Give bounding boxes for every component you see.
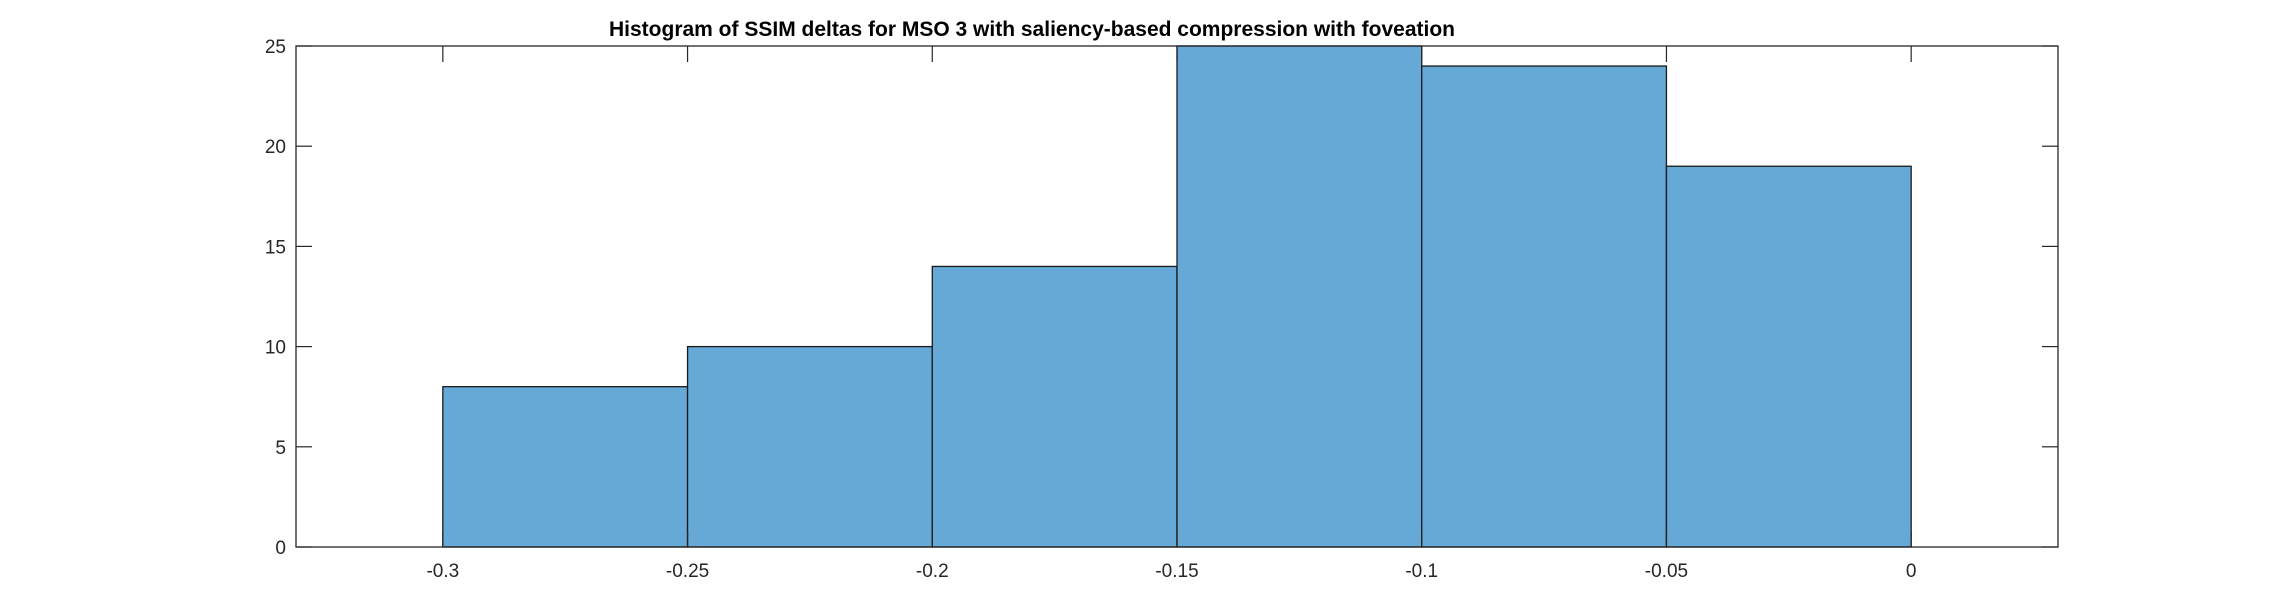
histogram-bar-6 (1665, 165, 1912, 548)
histogram-bar-4 (1176, 45, 1423, 548)
histogram-bar-1 (442, 386, 689, 548)
x-tick-label: -0.1 (1405, 561, 1438, 582)
x-tick-label: -0.05 (1645, 561, 1688, 582)
y-tick-label: 10 (265, 338, 286, 359)
x-tick-label: -0.15 (1155, 561, 1198, 582)
chart-title: Histogram of SSIM deltas for MSO 3 with … (609, 18, 1455, 41)
histogram-bar-5 (1421, 65, 1668, 548)
y-tick-label: 25 (265, 37, 286, 58)
x-tick-label: -0.2 (916, 561, 949, 582)
y-axis-ticks: 0 5 10 15 20 25 (265, 37, 2058, 559)
y-tick-label: 0 (275, 538, 286, 559)
histogram-bars (442, 45, 1912, 548)
x-tick-label: -0.3 (426, 561, 459, 582)
y-tick-label: 5 (275, 438, 286, 459)
y-tick-label: 15 (265, 237, 286, 258)
histogram-bar-2 (686, 345, 933, 548)
x-axis-ticks: -0.3 -0.25 -0.2 -0.15 -0.1 -0.05 0 (426, 46, 1916, 582)
x-tick-label: 0 (1906, 561, 1917, 582)
y-tick-label: 20 (265, 137, 286, 158)
x-tick-label: -0.25 (666, 561, 709, 582)
histogram-bar-3 (931, 265, 1178, 548)
